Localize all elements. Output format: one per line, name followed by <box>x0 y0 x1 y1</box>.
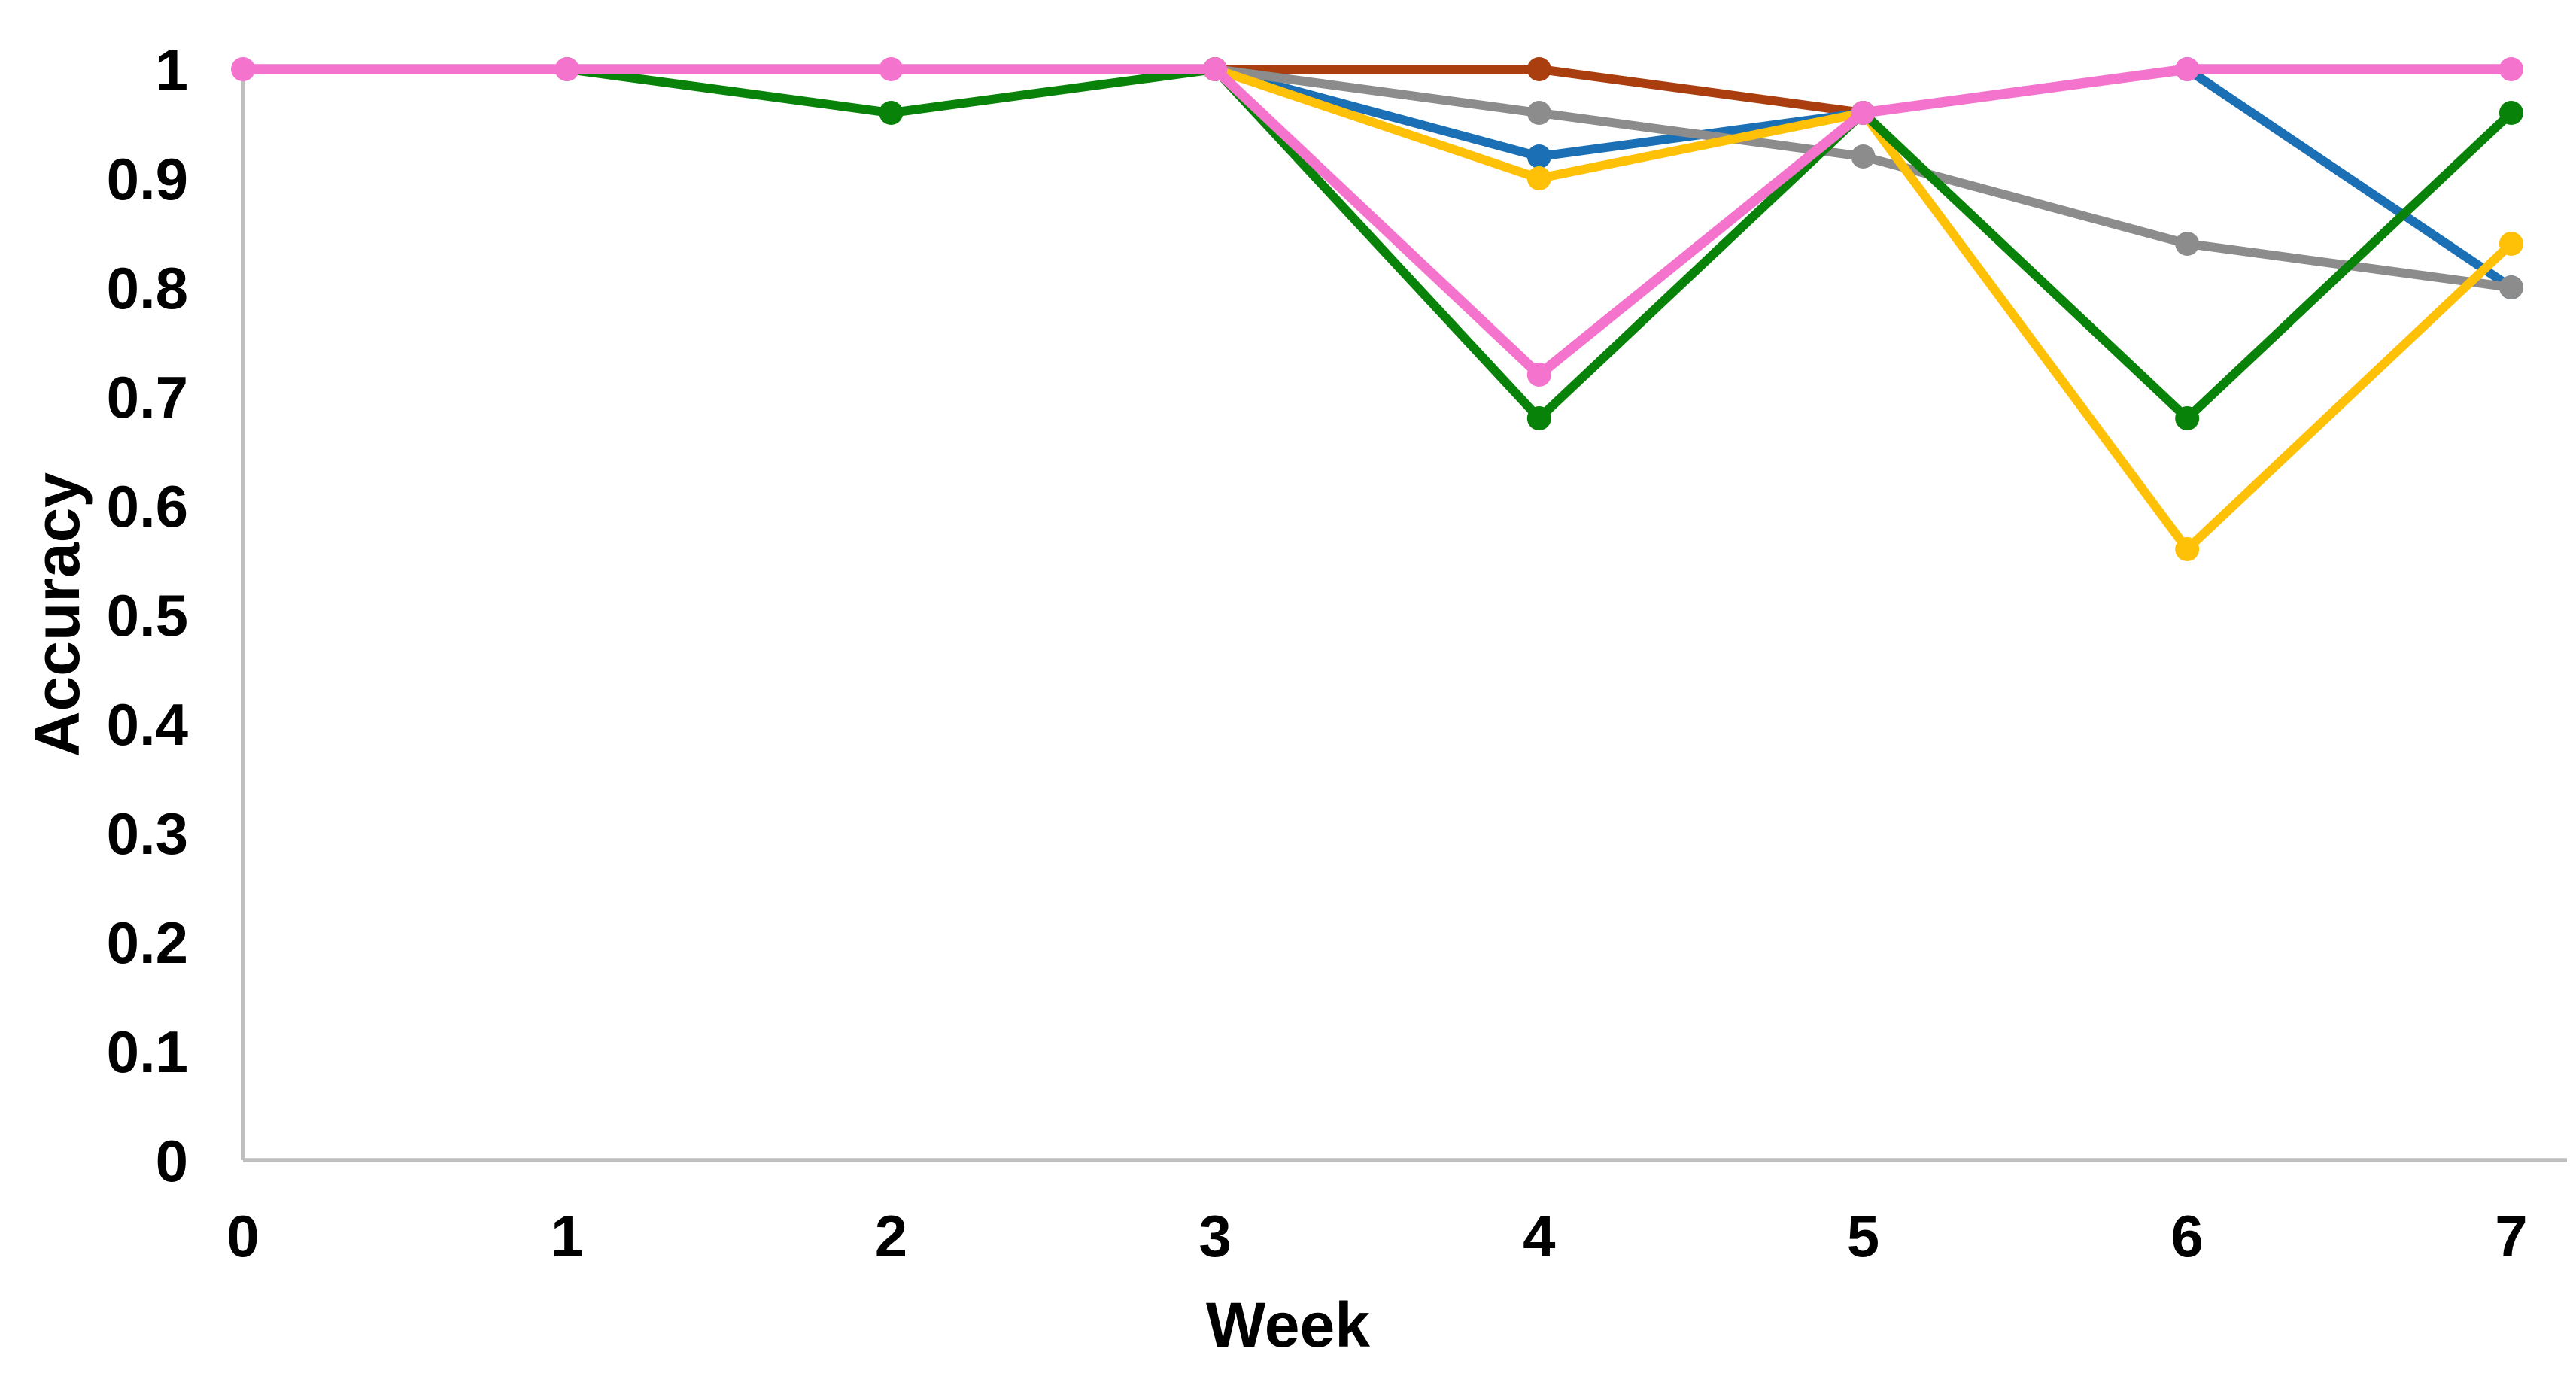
series-yellow-line <box>1211 65 2516 554</box>
series-yellow-point-week-4 <box>1526 166 1551 190</box>
series-pink-point-week-0 <box>231 57 255 81</box>
series-pink-point-week-4 <box>1526 363 1551 387</box>
y-axis-title: Accuracy <box>22 472 93 758</box>
series-yellow-point-week-7 <box>2499 232 2523 256</box>
y-tick-label-0.2: 0.2 <box>107 910 188 976</box>
series-yellow-point-week-6 <box>2175 537 2200 561</box>
series-yellow <box>1203 57 2523 561</box>
y-tick-label-0: 0 <box>156 1128 188 1194</box>
x-tick-label-4: 4 <box>1523 1203 1555 1269</box>
y-tick-label-0.7: 0.7 <box>107 364 188 430</box>
series-pink <box>231 57 2523 387</box>
y-tick-label-0.1: 0.1 <box>107 1019 188 1085</box>
series-pink-point-week-3 <box>1203 57 1228 81</box>
y-tick-label-0.3: 0.3 <box>107 800 188 867</box>
series-gray-point-week-5 <box>1851 144 1876 169</box>
series-pink-point-week-1 <box>554 57 579 81</box>
series-pink-line <box>238 64 2517 380</box>
series-green-point-week-4 <box>1526 406 1551 430</box>
series-pink-point-week-7 <box>2499 57 2523 81</box>
series-gray-point-week-6 <box>2175 232 2200 256</box>
tick-label-layer: 0 0.1 0.2 0.3 0.4 0.5 0.6 0.7 0.8 0.9 1 0 1 2 3 4 5 6 7 <box>107 37 2528 1269</box>
y-tick-label-0.5: 0.5 <box>107 582 188 648</box>
y-tick-label-0.9: 0.9 <box>107 146 188 212</box>
y-tick-label-0.6: 0.6 <box>107 473 188 539</box>
x-tick-label-1: 1 <box>551 1203 583 1269</box>
x-tick-label-3: 3 <box>1198 1203 1231 1269</box>
y-tick-label-0.4: 0.4 <box>107 691 188 758</box>
x-tick-label-0: 0 <box>226 1203 259 1269</box>
series-green-point-week-7 <box>2499 101 2523 125</box>
series-brown-point-week-4 <box>1526 57 1551 81</box>
series-gray-point-week-4 <box>1526 101 1551 125</box>
y-tick-label-0.8: 0.8 <box>107 255 188 321</box>
x-tick-label-2: 2 <box>875 1203 907 1269</box>
x-tick-label-7: 7 <box>2495 1203 2527 1269</box>
series-pink-point-week-6 <box>2175 57 2200 81</box>
x-axis-title: Week <box>1206 1289 1370 1360</box>
y-tick-label-1: 1 <box>156 37 188 103</box>
axes-layer <box>241 68 2567 1162</box>
series-gray-point-week-7 <box>2499 275 2523 299</box>
series-gray <box>1203 57 2523 299</box>
series-green-point-week-6 <box>2175 406 2200 430</box>
x-tick-label-6: 6 <box>2171 1203 2204 1269</box>
series-green-point-week-2 <box>879 101 904 125</box>
series-pink-point-week-5 <box>1851 101 1876 125</box>
series-blue-point-week-4 <box>1526 144 1551 169</box>
series-pink-point-week-2 <box>879 57 904 81</box>
x-tick-label-5: 5 <box>1847 1203 1879 1269</box>
series-layer <box>231 57 2523 561</box>
